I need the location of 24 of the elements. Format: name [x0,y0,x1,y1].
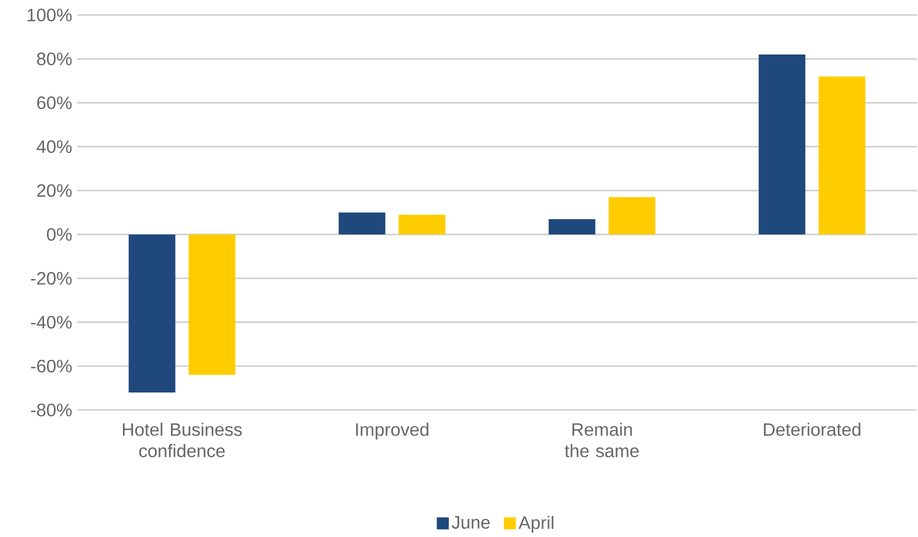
y-tick-label: 0% [46,228,72,241]
x-tick-label: Improved [356,422,428,440]
y-tick-label: 60% [37,96,72,110]
y-tick-label: 40% [36,140,72,154]
bar [398,214,446,234]
bar [818,76,866,234]
y-tick-label: -40% [31,316,72,329]
x-tick-label: Remain the same [564,422,639,458]
legend-label: June [452,516,490,529]
bar [188,234,236,375]
y-tick-label: 80% [37,52,72,66]
x-tick-label: Hotel Business confidence [122,422,242,458]
bar [608,197,656,234]
y-tick-label: 20% [37,184,72,197]
y-tick-label: -60% [31,360,72,372]
bar [338,212,386,234]
bar [758,54,806,234]
bar [548,219,596,234]
bar [128,234,176,392]
y-tick-label: -20% [31,272,72,285]
legend-label: April [518,516,554,533]
y-tick-label: -80% [31,404,72,416]
x-tick-label: Deteriorated [764,422,860,436]
y-tick-label: 100% [28,8,72,22]
